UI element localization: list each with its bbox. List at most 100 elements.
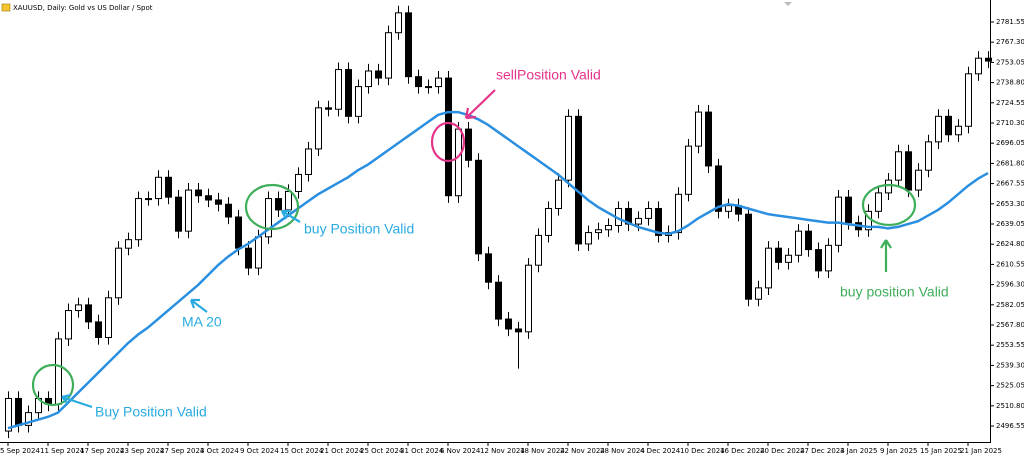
candle-body xyxy=(465,128,472,161)
candle-body xyxy=(415,76,422,88)
y-tick-label: 2781.55 xyxy=(996,18,1024,26)
candle-body xyxy=(135,198,142,241)
candle-body xyxy=(435,77,442,88)
candle-body xyxy=(285,190,292,211)
ma-arrow xyxy=(189,298,208,313)
candle-body xyxy=(85,304,92,323)
candle-body xyxy=(975,57,982,75)
candle-body xyxy=(965,73,972,127)
x-tick-label: 27 Dec 2024 xyxy=(800,447,845,455)
annotation: buy Position Valid xyxy=(304,221,414,237)
y-tick-label: 2582.05 xyxy=(996,301,1024,309)
candle-body xyxy=(155,176,162,200)
candle-body xyxy=(295,173,302,192)
y-tick-label: 2553.55 xyxy=(996,341,1024,349)
x-tick-label: 17 Sep 2024 xyxy=(80,447,125,455)
x-tick-label: 3 Jan 2025 xyxy=(840,447,878,455)
candle-body xyxy=(845,196,852,224)
candle-body xyxy=(785,254,792,263)
x-tick-label: 15 Oct 2024 xyxy=(280,447,324,455)
candle-body xyxy=(745,213,752,300)
y-tick-label: 2510.80 xyxy=(996,402,1024,410)
candle-body xyxy=(55,338,62,405)
candle-body xyxy=(705,111,712,167)
x-tick-label: 21 Jan 2025 xyxy=(960,447,1002,455)
candle-body xyxy=(175,196,182,232)
x-tick-label: 20 Dec 2024 xyxy=(760,447,805,455)
x-tick-label: 28 Nov 2024 xyxy=(600,447,645,455)
candle-body xyxy=(905,151,912,191)
candle-body xyxy=(15,397,22,426)
candle-body xyxy=(755,287,762,300)
x-tick-label: 27 Sep 2024 xyxy=(160,447,205,455)
candle-body xyxy=(925,141,932,171)
candle-body xyxy=(335,69,342,110)
candle-body xyxy=(545,207,552,236)
x-tick-label: 10 Dec 2024 xyxy=(680,447,725,455)
candle-body xyxy=(245,247,252,269)
candle-body xyxy=(265,198,272,238)
candle-body xyxy=(275,198,282,211)
x-tick-label: 9 Jan 2025 xyxy=(880,447,918,455)
annotation: Buy Position Valid xyxy=(95,404,207,420)
candle-body xyxy=(815,249,822,272)
x-tick-label: 9 Oct 2024 xyxy=(240,447,279,455)
y-tick-label: 2753.05 xyxy=(996,58,1024,66)
y-tick-label: 2667.55 xyxy=(996,180,1024,188)
buy-circle xyxy=(31,363,75,407)
candle-body xyxy=(445,77,452,197)
candle-body xyxy=(255,236,262,269)
candle-body xyxy=(345,69,352,117)
annotation: MA 20 xyxy=(182,314,222,330)
candle-body xyxy=(115,247,122,299)
candle-body xyxy=(95,321,102,338)
annotation: sellPosition Valid xyxy=(496,67,601,83)
candle-body xyxy=(505,318,512,330)
buy-arrow xyxy=(880,239,892,272)
candle-body xyxy=(585,232,592,245)
x-tick-label: 22 Nov 2024 xyxy=(560,447,605,455)
buy-circle xyxy=(244,183,300,231)
candle-body xyxy=(835,196,842,246)
candle-body xyxy=(515,328,522,333)
candle-body xyxy=(795,230,802,256)
x-tick-label: 18 Nov 2024 xyxy=(520,447,565,455)
candle-body xyxy=(305,148,312,175)
candle-body xyxy=(805,230,812,251)
y-tick-label: 2710.30 xyxy=(996,119,1024,127)
candle-body xyxy=(455,128,462,197)
candle-body xyxy=(485,253,492,283)
candle-body xyxy=(475,159,482,255)
x-tick-label: 5 Sep 2024 xyxy=(0,447,40,455)
candle-body xyxy=(495,281,502,320)
candle-body xyxy=(525,264,532,333)
candle-body xyxy=(145,198,152,201)
candle-body xyxy=(535,234,542,266)
candle-body xyxy=(655,207,662,236)
chart-title: XAUUSD, Daily: Gold vs US Dollar / Spot xyxy=(13,4,153,12)
candle-body xyxy=(215,199,222,205)
annotation: buy position Valid xyxy=(840,284,949,300)
buy-circle xyxy=(861,183,917,227)
candle-body xyxy=(375,70,382,79)
candle-body xyxy=(205,195,212,201)
candle-body xyxy=(895,151,902,181)
y-tick-label: 2738.80 xyxy=(996,79,1024,87)
candle-body xyxy=(405,12,412,78)
y-tick-label: 2496.55 xyxy=(996,422,1024,430)
x-tick-label: 16 Dec 2024 xyxy=(720,447,765,455)
candle-body xyxy=(595,229,602,234)
candle-body xyxy=(25,412,32,426)
x-tick-label: 25 Oct 2024 xyxy=(360,447,404,455)
candle-body xyxy=(75,304,82,312)
candle-body xyxy=(125,239,132,249)
y-tick-label: 2724.55 xyxy=(996,99,1024,107)
x-tick-label: 15 Jan 2025 xyxy=(920,447,962,455)
candle-body xyxy=(555,179,562,209)
menu-arrow[interactable] xyxy=(784,2,792,6)
y-tick-label: 2767.30 xyxy=(996,38,1024,46)
candle-body xyxy=(675,193,682,234)
candle-body xyxy=(885,179,892,194)
y-tick-label: 2696.05 xyxy=(996,139,1024,147)
